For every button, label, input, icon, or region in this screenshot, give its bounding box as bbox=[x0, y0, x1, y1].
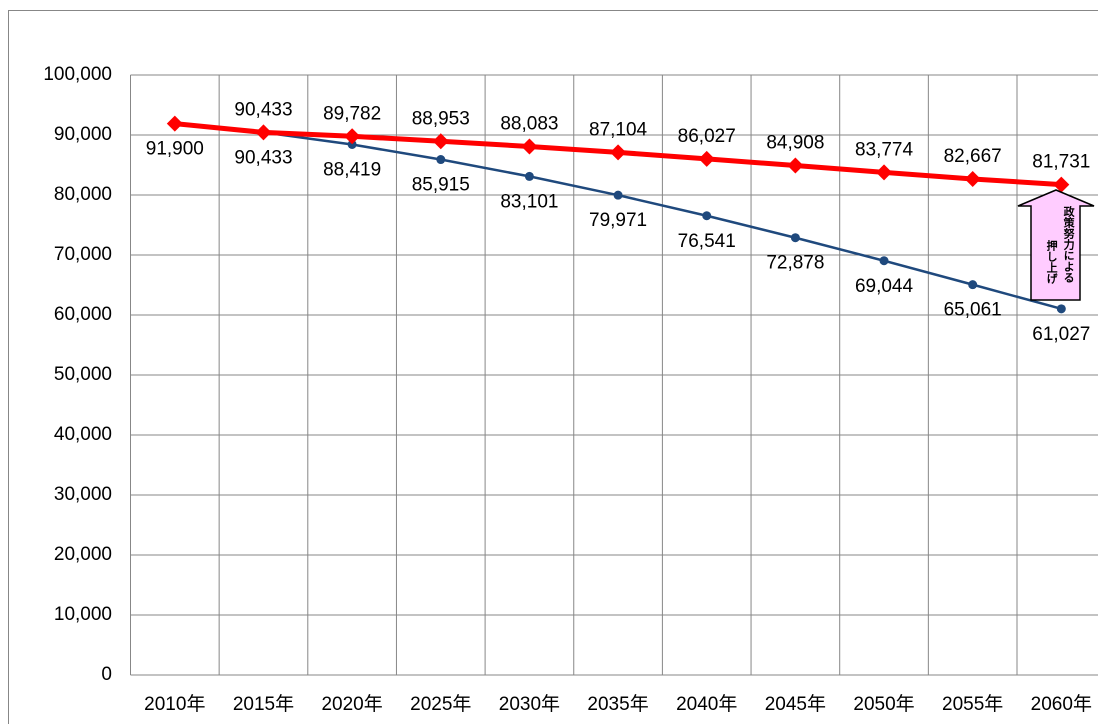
y-tick-label: 70,000 bbox=[54, 244, 112, 265]
diamond-marker bbox=[521, 138, 538, 155]
annotation-arrow bbox=[1017, 189, 1095, 301]
data-label: 89,782 bbox=[323, 103, 381, 124]
y-tick-label: 10,000 bbox=[54, 604, 112, 625]
x-tick-label: 2060年 bbox=[1031, 693, 1092, 715]
x-tick-label: 2045年 bbox=[765, 693, 826, 715]
x-tick-label: 2020年 bbox=[321, 693, 382, 715]
diamond-marker bbox=[344, 128, 361, 145]
data-label: 69,044 bbox=[855, 276, 914, 297]
x-tick-label: 2015年 bbox=[233, 693, 294, 715]
data-label: 88,953 bbox=[412, 108, 470, 129]
dot-marker bbox=[968, 280, 978, 290]
y-tick-label: 90,000 bbox=[54, 124, 112, 145]
data-label: 90,433 bbox=[234, 99, 292, 120]
x-tick-label: 2025年 bbox=[410, 693, 471, 715]
y-tick-label: 50,000 bbox=[54, 364, 112, 385]
data-label: 90,433 bbox=[234, 147, 292, 168]
data-label: 65,061 bbox=[944, 300, 1002, 321]
y-tick-label: 60,000 bbox=[54, 304, 112, 325]
y-tick-label: 20,000 bbox=[54, 544, 112, 565]
data-label: 87,104 bbox=[589, 119, 648, 140]
data-label: 81,731 bbox=[1032, 152, 1090, 173]
x-tick-label: 2050年 bbox=[853, 693, 914, 715]
data-label: 91,900 bbox=[146, 139, 204, 160]
chart-border bbox=[8, 10, 1098, 724]
y-tick-label: 80,000 bbox=[54, 184, 112, 205]
data-label: 61,027 bbox=[1032, 324, 1090, 345]
dot-marker bbox=[524, 171, 534, 181]
data-label: 83,101 bbox=[500, 191, 558, 212]
annotation-text: 政策努力による bbox=[1062, 205, 1076, 284]
dot-marker bbox=[436, 155, 446, 165]
y-tick-label: 0 bbox=[101, 664, 112, 685]
diamond-marker bbox=[787, 157, 804, 174]
diamond-marker bbox=[610, 144, 627, 161]
y-tick-label: 40,000 bbox=[54, 424, 112, 445]
diamond-marker bbox=[432, 133, 449, 150]
x-tick-label: 2010年 bbox=[144, 693, 205, 715]
diamond-marker bbox=[166, 115, 183, 132]
data-label: 85,915 bbox=[412, 175, 470, 196]
dot-marker bbox=[879, 256, 889, 266]
y-tick-label: 30,000 bbox=[54, 484, 112, 505]
diamond-marker bbox=[964, 170, 981, 187]
diamond-marker bbox=[255, 124, 272, 141]
x-tick-label: 2055年 bbox=[942, 693, 1003, 715]
data-label: 84,908 bbox=[766, 133, 824, 154]
annotation-text: 押し上げ bbox=[1045, 239, 1058, 285]
data-label: 76,541 bbox=[678, 231, 736, 252]
diamond-marker bbox=[698, 150, 715, 167]
dot-marker bbox=[613, 190, 623, 200]
dot-marker bbox=[347, 139, 357, 149]
diamond-marker bbox=[876, 164, 893, 181]
data-label: 82,667 bbox=[944, 146, 1002, 167]
data-label: 72,878 bbox=[766, 253, 824, 274]
x-tick-label: 2035年 bbox=[587, 693, 648, 715]
dot-marker bbox=[702, 211, 712, 221]
data-label: 88,083 bbox=[500, 114, 558, 135]
dot-marker bbox=[1056, 304, 1066, 314]
y-tick-label: 100,000 bbox=[43, 64, 112, 85]
data-label: 86,027 bbox=[678, 126, 736, 147]
x-tick-label: 2040年 bbox=[676, 693, 737, 715]
data-label: 83,774 bbox=[855, 139, 914, 160]
data-label: 79,971 bbox=[589, 210, 647, 231]
diamond-marker bbox=[1053, 176, 1070, 193]
dot-marker bbox=[790, 233, 800, 243]
x-tick-label: 2030年 bbox=[499, 693, 560, 715]
data-label: 88,419 bbox=[323, 160, 381, 181]
